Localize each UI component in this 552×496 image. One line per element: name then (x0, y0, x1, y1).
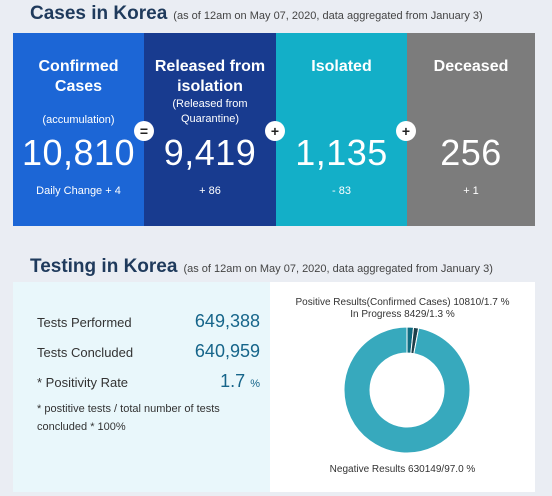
positivity-label: * Positivity Rate (37, 375, 129, 390)
deceased-daily-change: + 1 (463, 185, 479, 197)
test-results-donut-chart (343, 326, 471, 454)
released-title: Released from isolation (154, 58, 266, 95)
testing-stats: Tests Performed 649,388 Tests Concluded … (13, 282, 270, 492)
tests-performed-row: Tests Performed 649,388 (37, 308, 260, 332)
equals-icon: = (134, 121, 154, 141)
testing-section-title: Testing in Korea (as of 12am on May 07, … (30, 256, 493, 278)
isolated-card: Isolated 1,135 - 83 (276, 33, 407, 226)
deceased-value: 256 (440, 132, 502, 173)
released-card: Released from isolation (Released from Q… (144, 33, 276, 226)
positivity-unit: % (250, 378, 260, 390)
isolated-value: 1,135 (295, 132, 388, 173)
positivity-row: * Positivity Rate 1.7 % (37, 368, 260, 392)
deceased-title: Deceased (433, 58, 509, 75)
pie-slice-negative (343, 326, 471, 454)
cases-note: (as of 12am on May 07, 2020, data aggreg… (173, 10, 483, 22)
plus-icon: + (265, 121, 285, 141)
released-value: 9,419 (163, 132, 257, 173)
tests-concluded-value: 640,959 (194, 341, 260, 361)
pie-label-negative: Negative Results 630149/97.0 % (329, 464, 476, 475)
testing-panel: Tests Performed 649,388 Tests Concluded … (13, 282, 535, 492)
testing-chart: Positive Results(Confirmed Cases) 10810/… (270, 282, 535, 492)
testing-title: Testing in Korea (30, 256, 178, 277)
deceased-card: Deceased 256 + 1 (407, 33, 535, 226)
positivity-value-wrap: 1.7 % (220, 371, 260, 392)
testing-note: (as of 12am on May 07, 2020, data aggreg… (183, 263, 493, 275)
released-daily-change: + 86 (199, 185, 221, 197)
case-cards: Confirmed Cases (accumulation) 10,810 Da… (13, 33, 535, 226)
confirmed-sub: (accumulation) (42, 114, 115, 126)
confirmed-title: Confirmed Cases (38, 58, 119, 95)
isolated-daily-change: - 83 (332, 185, 351, 197)
cases-title: Cases in Korea (30, 3, 168, 24)
pie-label-positive: Positive Results(Confirmed Cases) 10810/… (295, 297, 510, 308)
confirmed-daily-change: Daily Change + 4 (36, 185, 121, 197)
pie-label-in-progress: In Progress 8429/1.3 % (350, 309, 455, 320)
tests-concluded-label: Tests Concluded (37, 345, 134, 360)
tests-performed-label: Tests Performed (37, 315, 132, 330)
positivity-footnote: * postitive tests / total number of test… (37, 403, 220, 433)
cases-section-title: Cases in Korea (as of 12am on May 07, 20… (30, 3, 483, 25)
tests-performed-value: 649,388 (194, 311, 260, 331)
confirmed-value: 10,810 (21, 132, 136, 173)
tests-concluded-row: Tests Concluded 640,959 (37, 338, 260, 362)
positivity-value: 1.7 (220, 371, 246, 391)
plus-icon: + (396, 121, 416, 141)
released-sub: (Released from Quarantine) (172, 98, 248, 125)
confirmed-card: Confirmed Cases (accumulation) 10,810 Da… (13, 33, 144, 226)
isolated-title: Isolated (311, 58, 372, 75)
